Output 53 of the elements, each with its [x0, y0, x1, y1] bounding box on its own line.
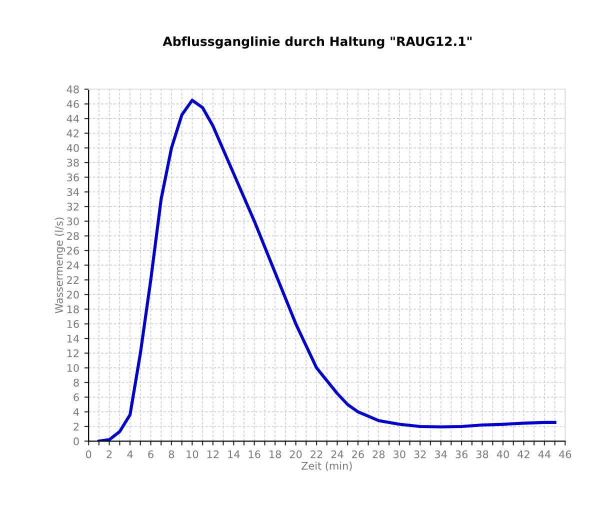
x-tick-label: 30 [394, 450, 406, 458]
y-tick-label: 46 [66, 100, 79, 108]
x-tick-label: 6 [148, 450, 154, 458]
y-tick-label: 16 [67, 320, 79, 328]
y-tick-label: 10 [67, 364, 79, 372]
y-tick-label: 6 [74, 393, 79, 402]
x-tick-label: 42 [518, 450, 530, 458]
chart-title: Abflussganglinie durch Haltung "RAUG12.1" [162, 36, 472, 49]
x-tick-label: 38 [476, 450, 488, 458]
y-tick-label: 8 [74, 378, 79, 387]
y-tick-label: 28 [67, 232, 79, 240]
y-tick-label: 2 [74, 422, 79, 430]
y-tick-label: 30 [67, 217, 79, 226]
y-tick-label: 20 [67, 290, 79, 299]
y-tick-label: 0 [74, 437, 79, 446]
x-tick-label: 4 [127, 450, 133, 458]
y-tick-label: 4 [73, 408, 79, 416]
y-tick-label: 24 [67, 261, 79, 270]
x-tick-label: 2 [106, 450, 112, 458]
x-tick-label: 40 [496, 450, 509, 458]
x-tick-label: 0 [86, 450, 92, 458]
x-tick-label: 10 [186, 450, 198, 458]
x-tick-label: 46 [559, 450, 572, 458]
x-tick-label: 12 [207, 450, 219, 458]
line-series [97, 98, 556, 442]
x-tick-label: 28 [372, 450, 385, 458]
x-tick-label: 32 [414, 450, 426, 458]
y-tick-label: 40 [66, 144, 79, 152]
x-tick-label: 26 [352, 450, 364, 458]
y-tick-label: 12 [67, 349, 79, 358]
y-tick-label: 32 [67, 202, 79, 211]
x-tick-label: 36 [456, 450, 468, 458]
x-axis-title: Zeit (min) [302, 462, 352, 471]
x-tick-label: 22 [310, 450, 322, 458]
x-tick-label: 34 [435, 450, 447, 458]
y-tick-label: 34 [67, 188, 79, 196]
x-tick-label: 16 [248, 450, 260, 458]
y-axis-title: Wassermenge (l/s) [54, 218, 65, 314]
x-tick-label: 24 [331, 450, 344, 458]
y-tick-label: 36 [67, 173, 79, 182]
y-tick-label: 18 [67, 305, 79, 314]
y-tick-label: 38 [67, 158, 79, 167]
y-tick-label: 26 [67, 246, 79, 255]
y-tick-label: 14 [67, 334, 79, 342]
y-tick-label: 48 [66, 85, 79, 94]
x-tick-label: 8 [168, 450, 174, 458]
x-tick-label: 44 [538, 450, 550, 458]
x-tick-label: 14 [228, 450, 240, 458]
y-tick-label: 42 [66, 129, 79, 138]
y-tick-label: 44 [66, 114, 79, 123]
y-tick-label: 22 [67, 276, 79, 284]
x-tick-label: 20 [290, 450, 302, 458]
x-tick-label: 18 [270, 450, 281, 458]
